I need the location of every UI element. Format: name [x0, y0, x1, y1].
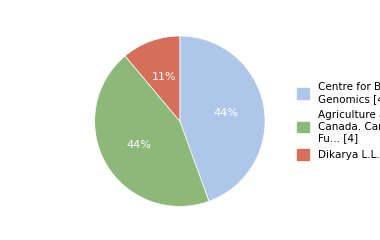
Wedge shape: [180, 36, 265, 201]
Text: 44%: 44%: [127, 140, 152, 150]
Legend: Centre for Biodiversity
Genomics [4], Agriculture and Agri-Food
Canada. Canadian: Centre for Biodiversity Genomics [4], Ag…: [291, 77, 380, 166]
Text: 44%: 44%: [214, 108, 238, 118]
Wedge shape: [95, 56, 209, 206]
Text: 11%: 11%: [152, 72, 176, 82]
Wedge shape: [125, 36, 180, 121]
